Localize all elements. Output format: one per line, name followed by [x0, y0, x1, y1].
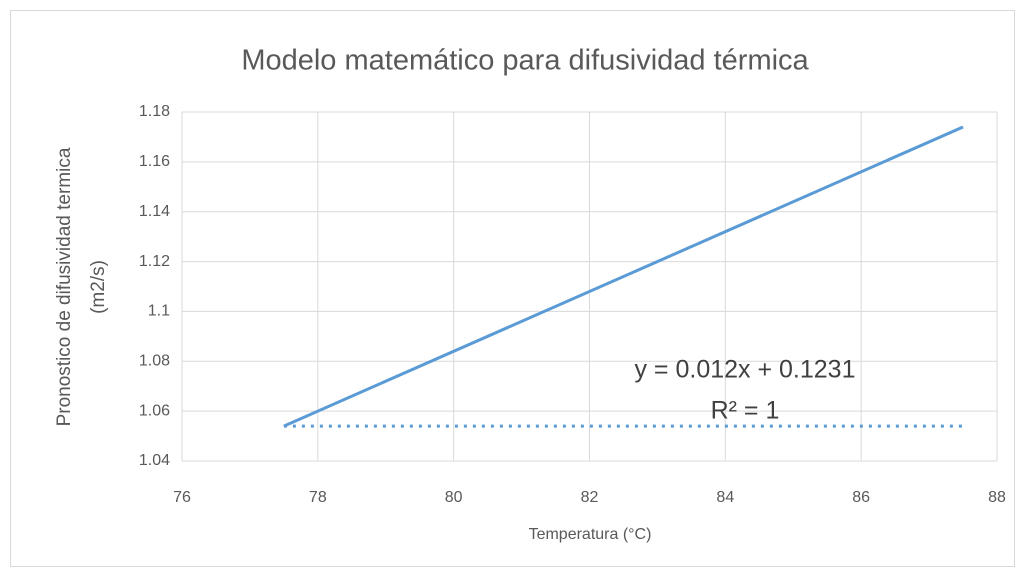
- x-axis-label: Temperatura (°C): [529, 526, 652, 543]
- x-tick-label: 80: [445, 489, 463, 506]
- annotation: y = 0.012x + 0.1231: [634, 356, 855, 384]
- x-tick-label: 78: [309, 489, 327, 506]
- y-tick-label: 1.16: [139, 153, 170, 170]
- annotation: R² = 1: [711, 397, 780, 425]
- x-tick-label: 76: [173, 489, 191, 506]
- y-tick-label: 1.04: [139, 452, 170, 469]
- chart-title: Modelo matemático para difusividad térmi…: [241, 45, 809, 77]
- y-tick-label: 1.1: [148, 303, 170, 320]
- y-tick-label: 1.12: [139, 253, 170, 270]
- y-tick-label: 1.14: [139, 203, 170, 220]
- x-tick-label: 82: [581, 489, 599, 506]
- x-tick-label: 86: [852, 489, 870, 506]
- y-axis-label: (m2/s): [88, 260, 109, 314]
- x-tick-label: 88: [988, 489, 1006, 506]
- y-tick-label: 1.18: [139, 103, 170, 120]
- y-tick-label: 1.06: [139, 402, 170, 419]
- x-tick-label: 84: [716, 489, 734, 506]
- y-tick-label: 1.08: [139, 353, 170, 370]
- y-axis-label: Pronostico de difusividad termica: [54, 147, 75, 426]
- data-line: [283, 125, 964, 428]
- chart-border: [10, 10, 1015, 567]
